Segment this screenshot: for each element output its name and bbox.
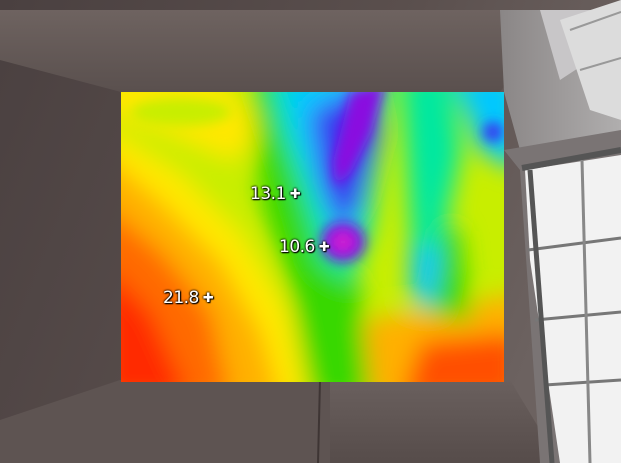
crosshair-icon: ✚ [318, 240, 330, 255]
temperature-marker: 10.6 ✚ [279, 237, 330, 257]
top-caption-text [0, 0, 621, 13]
temperature-marker: 13.1 ✚ [250, 184, 301, 204]
temperature-value: 13.1 [250, 184, 286, 204]
temperature-value: 10.6 [279, 237, 315, 257]
thermal-image [121, 92, 504, 382]
temperature-value: 21.8 [163, 288, 199, 308]
temperature-marker: 21.8 ✚ [163, 288, 214, 308]
crosshair-icon: ✚ [202, 291, 214, 306]
crosshair-icon: ✚ [289, 187, 301, 202]
